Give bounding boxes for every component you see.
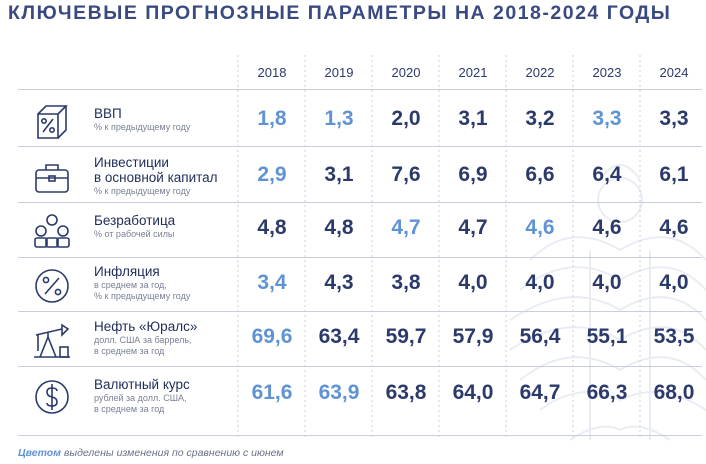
- value-cell: 7,6: [391, 163, 421, 186]
- value-cell: 4,6: [525, 216, 555, 239]
- value-cell: 56,4: [519, 325, 561, 348]
- page-title: КЛЮЧЕВЫЕ ПРОГНОЗНЫЕ ПАРАМЕТРЫ НА 2018-20…: [8, 2, 672, 24]
- year-header: 2023: [592, 65, 622, 80]
- value-cell: 3,3: [592, 107, 622, 130]
- row-name: Нефть «Юралс»: [94, 319, 198, 334]
- row-subtitle: в среднем за год,: [94, 280, 167, 290]
- value-cell: 63,8: [385, 381, 427, 404]
- footnote: Цветом выделены изменения по сравнению с…: [18, 447, 284, 459]
- row-name: Безработица: [94, 213, 176, 228]
- row-subtitle: % к предыдущему году: [94, 122, 191, 132]
- people-icon: [34, 214, 70, 248]
- row-name: ВВП: [94, 106, 122, 121]
- value-cell: 4,6: [659, 216, 689, 239]
- percent-box-icon: [37, 105, 68, 139]
- value-cell: 4,7: [391, 216, 421, 239]
- value-cell: 53,5: [653, 325, 695, 348]
- value-cell: 1,3: [324, 107, 354, 130]
- row-name: Валютный курс: [94, 377, 190, 392]
- value-cell: 68,0: [653, 381, 695, 404]
- percent-circle-icon: [35, 269, 69, 303]
- value-cell: 64,0: [452, 381, 494, 404]
- row-divider: [18, 202, 702, 203]
- table-row-investment: Инвестиции в основной капитал % к предыд…: [18, 150, 702, 206]
- value-cell: 57,9: [452, 325, 494, 348]
- value-cell: 2,0: [391, 107, 421, 130]
- value-cell: 63,9: [318, 381, 360, 404]
- value-cell: 4,7: [458, 216, 488, 239]
- table-row-exchange-rate: Валютный курс рублей за долл. США, в сре…: [18, 369, 702, 425]
- row-subtitle: рублей за долл. США,: [94, 393, 187, 403]
- value-cell: 4,0: [592, 271, 622, 294]
- value-cell: 3,2: [525, 107, 555, 130]
- value-cell: 6,1: [659, 163, 689, 186]
- year-header: 2022: [525, 65, 555, 80]
- value-cell: 4,8: [324, 216, 354, 239]
- footnote-accent: Цветом: [18, 447, 61, 459]
- value-cell: 4,6: [592, 216, 622, 239]
- row-subtitle: долл. США за баррель,: [94, 335, 192, 345]
- row-divider: [18, 366, 702, 367]
- row-divider: [18, 89, 702, 90]
- briefcase-icon: [35, 164, 69, 193]
- value-cell: 3,4: [257, 271, 287, 294]
- row-divider: [18, 146, 702, 147]
- value-cell: 69,6: [251, 325, 293, 348]
- eagle-emblem-watermark: [509, 164, 706, 441]
- oil-pump-icon: [34, 323, 70, 358]
- value-cell: 6,4: [592, 163, 622, 186]
- row-subtitle-line2: % к предыдущему году: [94, 291, 191, 301]
- year-header: 2019: [324, 65, 354, 80]
- footnote-text: выделены изменения по сравнению с июнем: [60, 447, 284, 459]
- year-header: 2018: [257, 65, 287, 80]
- year-header: 2020: [391, 65, 421, 80]
- table-row-oil: Нефть «Юралс» долл. США за баррель, в ср…: [18, 313, 702, 369]
- value-cell: 6,9: [458, 163, 488, 186]
- value-cell: 4,8: [257, 216, 287, 239]
- value-cell: 3,1: [458, 107, 488, 130]
- value-cell: 61,6: [251, 381, 293, 404]
- value-cell: 2,9: [257, 163, 287, 186]
- value-cell: 3,1: [324, 163, 354, 186]
- value-cell: 64,7: [519, 381, 561, 404]
- row-divider: [18, 435, 702, 436]
- value-cell: 66,3: [586, 381, 628, 404]
- value-cell: 6,6: [525, 163, 555, 186]
- value-cell: 63,4: [318, 325, 360, 348]
- year-header: 2021: [458, 65, 488, 80]
- row-name: Инфляция: [94, 264, 160, 279]
- value-cell: 3,8: [391, 271, 421, 294]
- value-cell: 55,1: [586, 325, 628, 348]
- value-cell: 1,8: [257, 107, 287, 130]
- row-subtitle-line2: в среднем за год: [94, 404, 165, 414]
- table-row-gdp: ВВП % к предыдущему году: [18, 94, 702, 150]
- table-row-inflation: Инфляция в среднем за год, % к предыдуще…: [18, 258, 702, 314]
- row-subtitle: % от рабочей силы: [94, 229, 175, 239]
- table-row-unemployment: Безработица % от рабочей силы: [18, 203, 702, 259]
- value-cell: 4,0: [525, 271, 555, 294]
- value-cell: 4,0: [659, 271, 689, 294]
- value-cell: 4,3: [324, 271, 354, 294]
- value-cell: 59,7: [385, 325, 427, 348]
- value-cell: 3,3: [659, 107, 689, 130]
- row-subtitle: % к предыдущему году: [94, 186, 191, 196]
- value-cell: 4,0: [458, 271, 488, 294]
- row-name: Инвестиции: [94, 155, 169, 170]
- row-divider: [18, 257, 702, 258]
- year-header: 2024: [659, 65, 689, 80]
- row-name-line2: в основной капитал: [94, 170, 218, 185]
- row-subtitle-line2: в среднем за год: [94, 346, 165, 356]
- dollar-coin-icon: [35, 380, 69, 414]
- row-divider: [18, 311, 702, 312]
